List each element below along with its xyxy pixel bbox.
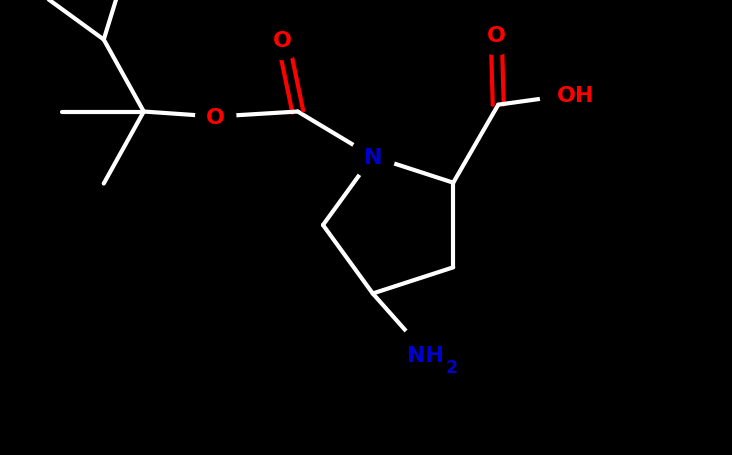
Text: NH: NH [407,346,444,366]
Text: N: N [364,147,382,167]
Text: 2: 2 [446,359,458,377]
Text: O: O [273,30,292,51]
Circle shape [351,135,395,179]
Circle shape [263,20,303,61]
Circle shape [477,15,516,56]
Circle shape [195,97,236,137]
Text: O: O [206,107,225,127]
Text: O: O [487,25,506,46]
Circle shape [540,66,600,126]
Circle shape [396,324,460,388]
Text: OH: OH [556,86,594,106]
